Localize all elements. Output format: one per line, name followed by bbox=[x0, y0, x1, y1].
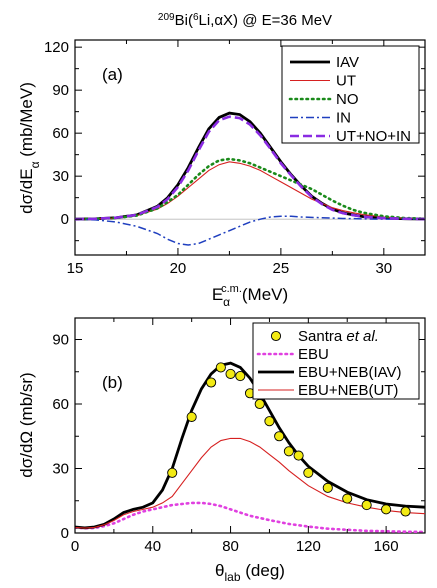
legend-label: NO bbox=[336, 91, 359, 108]
figure-title-b: Bi( bbox=[175, 12, 193, 29]
data-point bbox=[215, 362, 226, 373]
y-tick-label: 60 bbox=[52, 125, 69, 142]
data-point bbox=[167, 467, 178, 478]
legend-label: EBU+NEB(UT) bbox=[298, 382, 398, 399]
y-tick-label: 90 bbox=[52, 82, 69, 99]
legend-label: UT+NO+IN bbox=[336, 128, 411, 145]
x-tick-label: 40 bbox=[144, 538, 161, 555]
panel-a-label: (a) bbox=[102, 65, 123, 84]
legend-label: Santra et al. bbox=[298, 328, 379, 345]
data-point bbox=[225, 368, 236, 379]
y-tick-label: 120 bbox=[44, 39, 69, 56]
figure-title-sup-c: 6 bbox=[193, 12, 199, 23]
panel-b-ylabel: dσ/dΩ (mb/sr) bbox=[17, 372, 36, 477]
legend-label: EBU+NEB(IAV) bbox=[298, 364, 402, 381]
data-point bbox=[186, 411, 197, 422]
data-point bbox=[254, 398, 265, 410]
data-point bbox=[381, 504, 392, 515]
data-point bbox=[283, 446, 294, 457]
data-point bbox=[400, 506, 411, 517]
panel-b-label: (b) bbox=[102, 373, 123, 392]
panel-a-frame bbox=[74, 39, 426, 256]
y-tick-label: 90 bbox=[52, 332, 69, 349]
panel-b-frame bbox=[74, 317, 426, 534]
data-point bbox=[264, 416, 275, 427]
series-line-ebu bbox=[75, 501, 425, 533]
x-tick-label: 160 bbox=[374, 538, 399, 555]
data-point bbox=[322, 482, 333, 493]
panel-a: 15 20 25 30 0 30 60 90 120 (a) dσ/dEα (mb/MeV) E… bbox=[17, 39, 426, 309]
panel-a-ylabel: dσ/dEα (mb/MeV) bbox=[17, 82, 42, 214]
x-tick-label: 120 bbox=[296, 538, 321, 555]
data-point bbox=[206, 377, 217, 388]
panel-b: 0 40 80 120 160 0 30 60 90 (b) dσ/dΩ (mb/sr) θla… bbox=[17, 317, 426, 584]
data-point bbox=[274, 431, 285, 442]
figure-title: 209Bi(6Li,αX) @ E=36 MeV bbox=[158, 12, 332, 30]
figure-title-d: Li,αX) @ E=36 MeV bbox=[199, 12, 333, 29]
data-point bbox=[303, 467, 314, 478]
data-point bbox=[361, 499, 372, 511]
x-tick-label: 15 bbox=[67, 260, 84, 277]
panel-b-xlabel: θlab (deg) bbox=[215, 561, 285, 584]
panel-a-xlabel: Eαc.m.(MeV) bbox=[212, 283, 288, 309]
y-tick-label: 30 bbox=[52, 168, 69, 185]
data-point bbox=[235, 370, 246, 382]
y-tick-label: 0 bbox=[61, 525, 69, 542]
legend-label: IAV bbox=[336, 54, 359, 71]
series-line-no bbox=[75, 157, 425, 221]
legend-label: UT bbox=[336, 73, 356, 90]
x-tick-label: 80 bbox=[222, 538, 239, 555]
series-line-in bbox=[75, 215, 425, 246]
x-tick-label: 0 bbox=[71, 538, 79, 555]
y-tick-label: 30 bbox=[52, 461, 69, 478]
data-point bbox=[293, 450, 304, 461]
x-tick-label: 30 bbox=[375, 260, 392, 277]
data-point bbox=[342, 493, 353, 504]
x-tick-label: 20 bbox=[170, 260, 187, 277]
y-tick-label: 0 bbox=[61, 211, 69, 228]
legend-label: EBU bbox=[298, 346, 329, 363]
series-line-ebu-neb-ut- bbox=[75, 437, 425, 529]
x-tick-label: 25 bbox=[273, 260, 290, 277]
y-tick-label: 60 bbox=[52, 396, 69, 413]
legend-label: IN bbox=[336, 110, 351, 127]
series-line-ut bbox=[75, 161, 425, 220]
legend-swatch bbox=[270, 330, 282, 342]
figure-title-sup-a: 209 bbox=[158, 12, 175, 23]
